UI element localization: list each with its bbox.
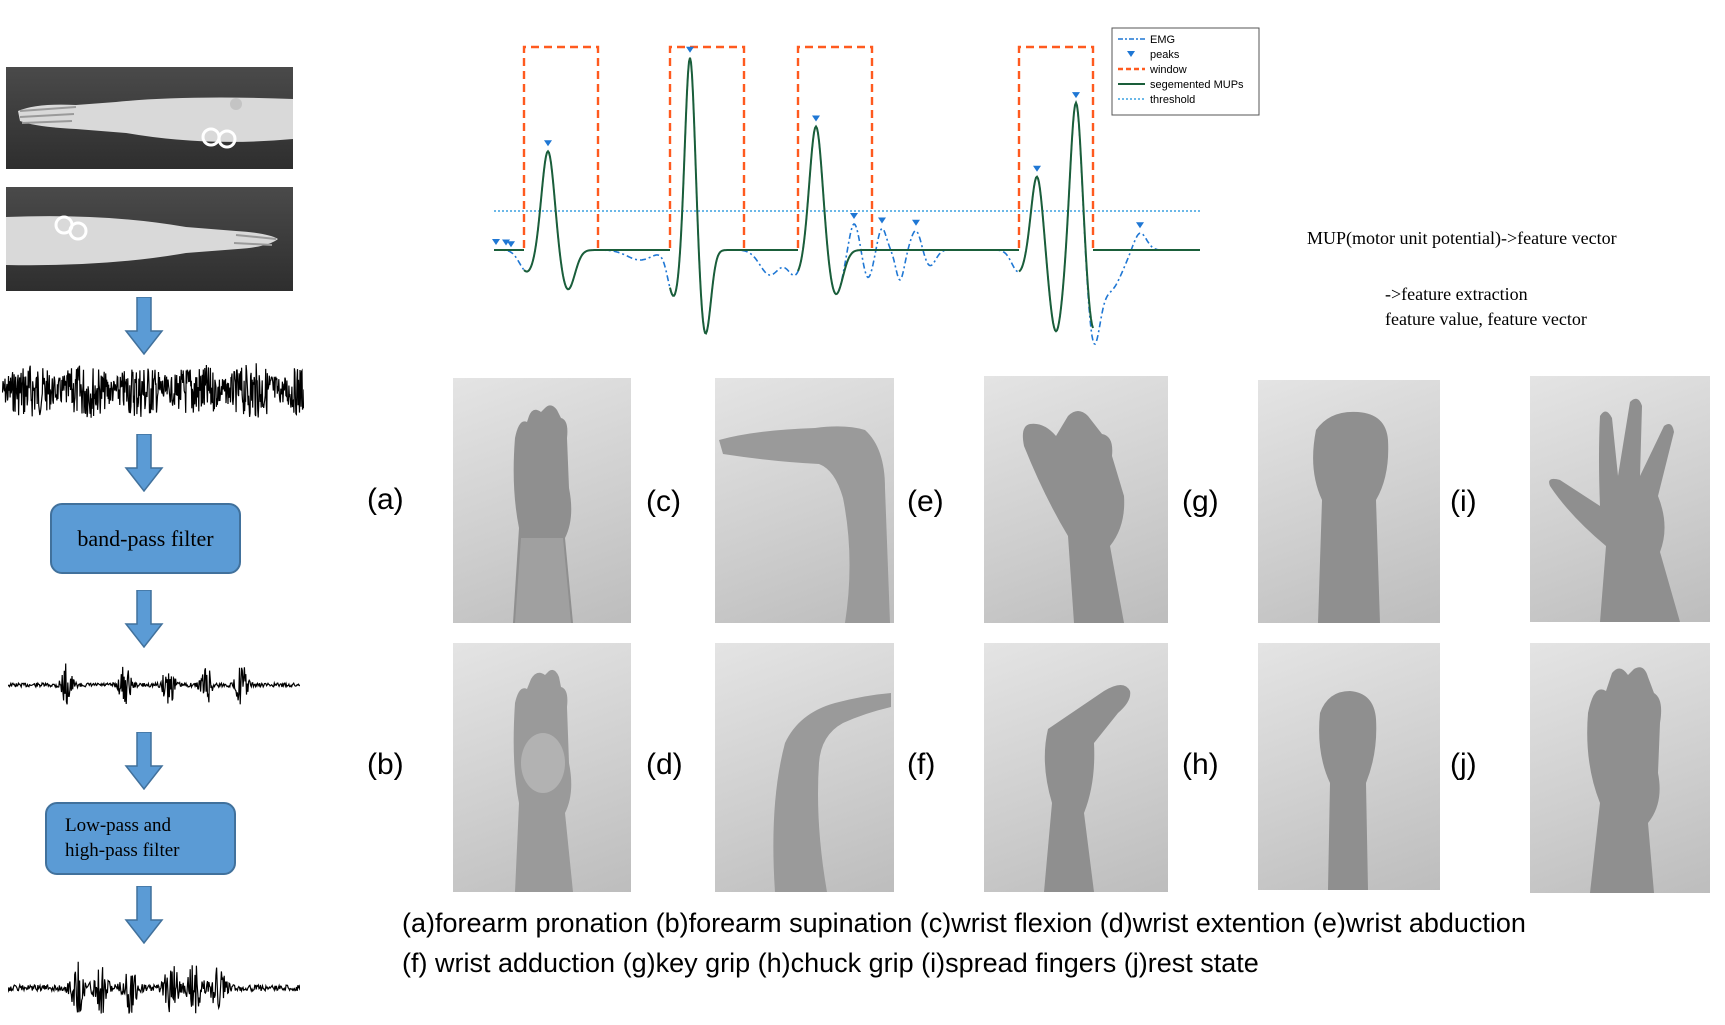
photo-chuck-grip [1258, 643, 1440, 890]
arm-photo-bottom [6, 187, 293, 291]
photo-spread-fingers [1530, 376, 1710, 622]
peak-marker [850, 213, 858, 220]
label-i: (i) [1450, 485, 1477, 518]
legend-window: window [1149, 64, 1187, 76]
low-high-pass-line1: Low-pass and [65, 814, 172, 836]
label-j: (j) [1450, 748, 1477, 781]
photo-key-grip [1258, 380, 1440, 623]
peak-marker [544, 140, 552, 147]
photo-wrist-abduction [984, 376, 1168, 623]
mup-segmentation-plot: EMG peaks window segemented MUPs thresho… [492, 27, 1260, 346]
legend-threshold: threshold [1150, 94, 1195, 106]
plot-legend: EMG peaks window segemented MUPs thresho… [1111, 27, 1260, 116]
peak-marker [878, 217, 886, 224]
segmented-mups-trace [523, 57, 1094, 335]
arrow-down-5 [124, 886, 164, 944]
arrow-down-1 [124, 297, 164, 355]
label-a: (a) [367, 483, 404, 516]
band-pass-filter-label: band-pass filter [77, 525, 214, 551]
label-c: (c) [646, 485, 681, 518]
peak-marker [502, 239, 510, 246]
filtered-signal [8, 961, 300, 1014]
label-g: (g) [1182, 485, 1219, 518]
arrow-down-4 [124, 732, 164, 790]
legend-segmented-mups: segemented MUPs [1150, 79, 1244, 91]
window-4 [1017, 45, 1095, 248]
peaks-markers [492, 46, 1144, 248]
caption-line-1: (a)forearm pronation (b)forearm supinati… [402, 908, 1526, 938]
label-f: (f) [907, 748, 936, 781]
label-d: (d) [646, 748, 683, 781]
peak-marker [492, 239, 500, 246]
photo-wrist-flexion [715, 378, 894, 623]
window-1 [522, 45, 600, 248]
photo-forearm-pronation [453, 378, 631, 623]
low-high-pass-filter-box: Low-pass and high-pass filter [45, 802, 236, 875]
note-feature-value: feature value, feature vector [1385, 309, 1587, 329]
label-h: (h) [1182, 748, 1219, 781]
caption-line-2: (f) wrist adduction (g)key grip (h)chuck… [402, 948, 1259, 978]
arm-photo-top [6, 67, 293, 169]
label-e: (e) [907, 485, 944, 518]
peak-marker [686, 46, 694, 53]
peak-marker [1136, 222, 1144, 229]
photo-wrist-adduction [984, 643, 1168, 892]
peak-marker [812, 115, 820, 122]
low-high-pass-line2: high-pass filter [65, 839, 180, 861]
band-pass-signal [8, 663, 300, 705]
peak-marker [1033, 165, 1041, 172]
peak-marker [912, 219, 920, 226]
photo-wrist-extension [715, 643, 894, 892]
band-pass-filter-box: band-pass filter [50, 503, 241, 574]
peak-marker [1072, 92, 1080, 99]
photo-rest-state [1530, 643, 1710, 893]
window-2 [668, 45, 746, 248]
photo-forearm-supination [453, 643, 631, 892]
note-feature-extraction: ->feature extraction [1385, 284, 1528, 304]
legend-emg: EMG [1150, 34, 1175, 46]
arrow-down-2 [124, 434, 164, 492]
arrow-down-3 [124, 590, 164, 648]
legend-peaks: peaks [1150, 49, 1180, 61]
note-mup-feature-vector: MUP(motor unit potential)->feature vecto… [1307, 228, 1617, 248]
window-3 [796, 45, 874, 248]
raw-emg-signal [2, 363, 304, 418]
emg-trace [494, 57, 1200, 346]
label-b: (b) [367, 748, 404, 781]
peak-marker [507, 241, 515, 248]
